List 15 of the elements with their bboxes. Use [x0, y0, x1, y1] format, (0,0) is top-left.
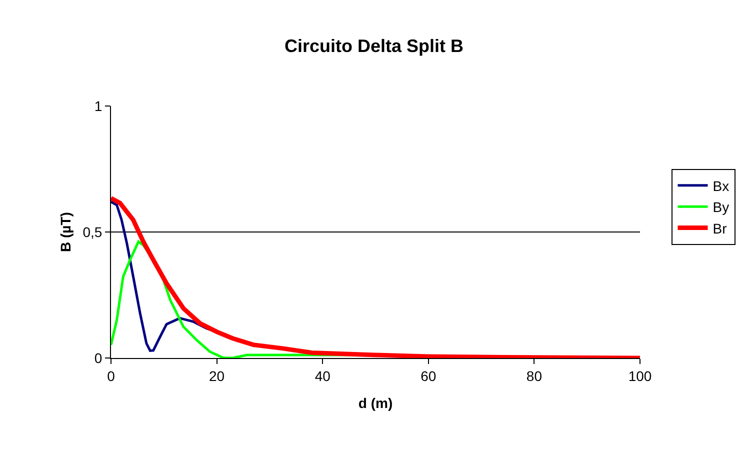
x-tick-label: 20 — [209, 368, 225, 384]
x-tick-label: 60 — [420, 368, 436, 384]
x-tick-label: 100 — [628, 368, 652, 384]
legend-label: Bx — [712, 178, 730, 194]
chart-title: Circuito Delta Split B — [284, 36, 464, 56]
x-axis-title: d (m) — [358, 395, 393, 412]
x-tick-label: 80 — [526, 368, 542, 384]
y-tick-label: 1 — [94, 98, 102, 114]
x-tick-label: 0 — [107, 368, 116, 384]
x-tick-label: 40 — [314, 368, 331, 384]
legend-label: Br — [712, 220, 728, 236]
y-tick-label: 0 — [94, 350, 102, 366]
legend-label: By — [712, 199, 730, 216]
y-axis-title: B (µT) — [57, 212, 74, 252]
y-tick-label: 0,5 — [82, 224, 102, 240]
